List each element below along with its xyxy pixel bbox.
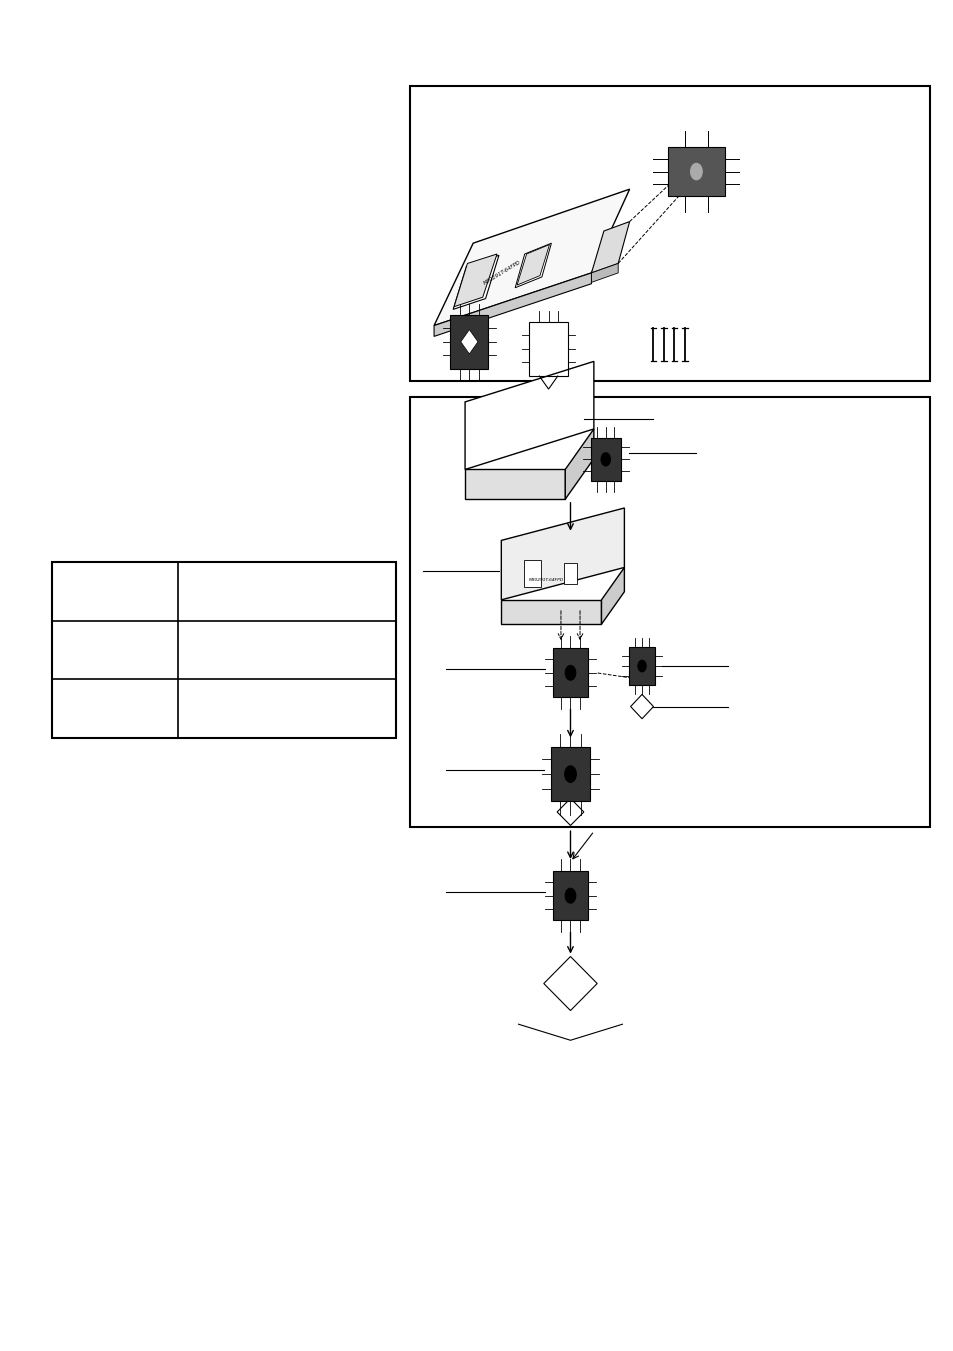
Polygon shape [465, 469, 564, 499]
Circle shape [690, 163, 701, 180]
Polygon shape [460, 330, 477, 354]
Text: M30291T-64FPD: M30291T-64FPD [529, 578, 563, 582]
Bar [52, 562, 395, 738]
Polygon shape [591, 263, 618, 282]
Polygon shape [591, 222, 629, 273]
Polygon shape [563, 562, 577, 584]
Polygon shape [667, 147, 724, 196]
Circle shape [600, 453, 610, 466]
Circle shape [638, 661, 645, 671]
Polygon shape [517, 245, 549, 285]
Polygon shape [551, 747, 589, 801]
Circle shape [565, 889, 575, 902]
Polygon shape [628, 647, 655, 685]
Bar [410, 86, 929, 381]
Polygon shape [500, 600, 600, 624]
Bar [410, 397, 929, 827]
Polygon shape [553, 648, 587, 697]
Polygon shape [564, 428, 593, 499]
Circle shape [564, 766, 576, 782]
Polygon shape [515, 243, 551, 288]
Polygon shape [434, 189, 629, 326]
Text: M30291T-64FPD: M30291T-64FPD [483, 259, 521, 286]
Polygon shape [500, 508, 623, 600]
Polygon shape [465, 361, 593, 469]
Polygon shape [453, 255, 498, 309]
Polygon shape [553, 871, 587, 920]
Polygon shape [523, 559, 540, 586]
Polygon shape [454, 254, 497, 307]
Polygon shape [590, 438, 620, 481]
Circle shape [565, 666, 575, 680]
Polygon shape [450, 315, 488, 369]
Polygon shape [600, 567, 623, 624]
Polygon shape [434, 273, 591, 336]
